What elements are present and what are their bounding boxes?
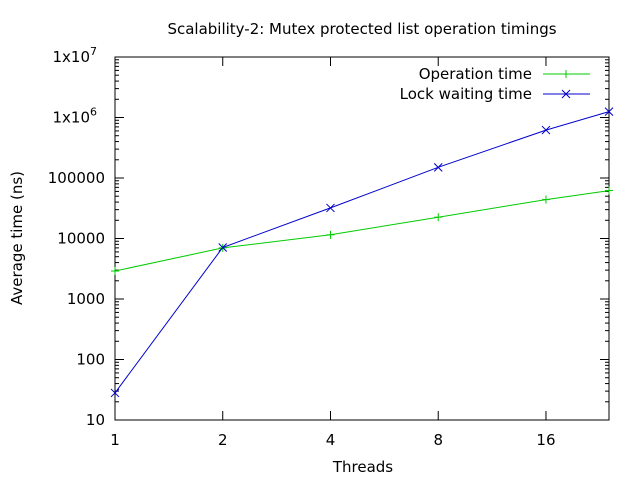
series-line-2 (114, 111, 610, 394)
plot-frame (114, 56, 610, 421)
data-point (326, 203, 335, 213)
y-tick-label: 10000 (57, 230, 105, 248)
data-point (433, 162, 443, 172)
y-tick-label-base: 1x10 (52, 48, 90, 66)
legend-label: Operation time (419, 65, 532, 83)
y-tick-label-base: 1x10 (52, 109, 90, 127)
y-tick-label-exponent: 7 (90, 45, 97, 58)
y-tick-label: 100 (76, 351, 105, 369)
y-tick-label: 10 (86, 411, 105, 429)
y-tick-label-exponent: 6 (90, 106, 97, 119)
data-point (541, 125, 551, 135)
x-tick-label: 1 (110, 431, 120, 449)
y-tick-label: 1x106 (52, 106, 97, 127)
y-tick-label: 100000 (48, 169, 105, 187)
data-point (561, 89, 571, 99)
data-point (110, 388, 120, 398)
legend-label: Lock waiting time (400, 85, 532, 103)
data-point (218, 243, 228, 252)
y-tick-label: 1000 (67, 290, 105, 308)
data-point (604, 107, 614, 116)
series-line-1 (114, 190, 610, 272)
x-tick-label: 2 (218, 431, 228, 449)
chart-title: Scalability-2: Mutex protected list oper… (167, 20, 556, 38)
x-tick-label: 8 (433, 431, 443, 449)
x-axis-label: Threads (332, 458, 393, 476)
y-tick-label: 1x107 (52, 45, 97, 66)
y-axis-label: Average time (ns) (8, 171, 26, 305)
x-tick-label: 16 (536, 431, 555, 449)
x-tick-label: 4 (326, 431, 336, 449)
